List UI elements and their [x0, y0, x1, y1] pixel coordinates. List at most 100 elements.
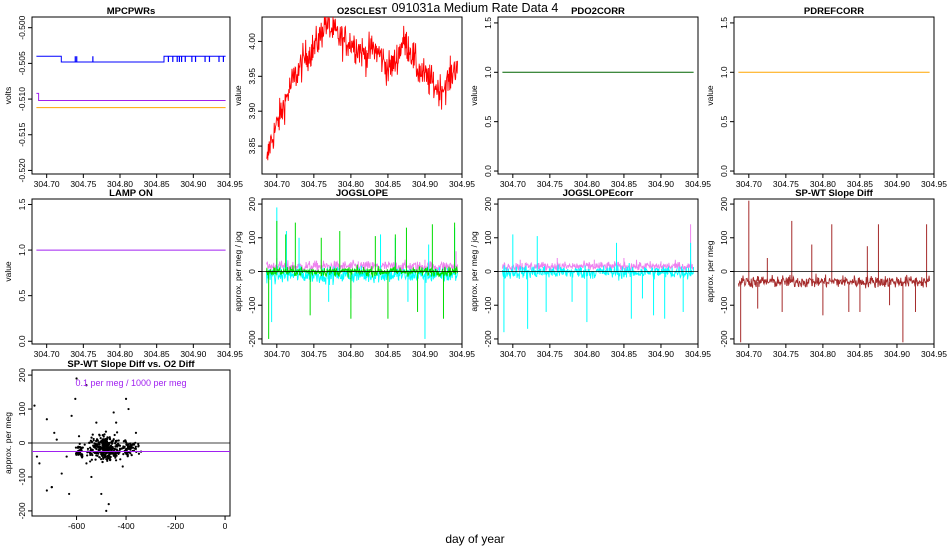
scatter-point: [107, 454, 110, 457]
y-tick-label: 1.5: [719, 17, 729, 29]
x-tick-label: 304.70: [736, 179, 762, 189]
x-tick-label: -400: [118, 521, 135, 531]
y-tick-label: 0.0: [719, 165, 729, 177]
y-tick-label: -0.505: [17, 51, 27, 75]
y-tick-label: 0: [483, 269, 493, 274]
series-line-3: [265, 264, 459, 278]
y-tick-label: 3.95: [247, 68, 257, 85]
scatter-point: [114, 445, 117, 448]
y-axis-label: volts: [3, 87, 13, 104]
panel-title: PDREFCORR: [804, 6, 864, 17]
y-tick-label: -200: [17, 502, 27, 519]
scatter-point: [98, 445, 101, 448]
y-tick-label: 200: [17, 368, 27, 382]
x-tick-label: 304.75: [537, 349, 563, 359]
scatter-point: [99, 437, 102, 440]
panel-title: JOGSLOPE: [336, 188, 388, 199]
scatter-point: [77, 445, 80, 448]
y-tick-label: 1.0: [719, 66, 729, 78]
scatter-point: [124, 440, 127, 443]
scatter-point: [115, 454, 118, 457]
y-tick-label: 0.5: [17, 289, 27, 301]
scatter-point: [107, 503, 110, 506]
y-tick-label: 100: [247, 230, 257, 244]
x-tick-label: 304.75: [537, 179, 563, 189]
scatter-point: [96, 439, 99, 442]
plot-frame: [261, 16, 463, 175]
scatter-point: [74, 446, 78, 449]
scatter-point: [119, 458, 122, 461]
scatter-point: [85, 384, 88, 387]
scatter-point: [38, 462, 41, 465]
scatter-point: [126, 445, 129, 448]
chart-panel-8: SP-WT Slope Diff approx. per meg 304.70 304…: [705, 188, 947, 359]
scatter-point: [68, 492, 71, 496]
x-tick-label: 304.70: [34, 179, 60, 189]
scatter-point: [106, 449, 109, 452]
plot-frame: [31, 198, 231, 345]
scatter-point: [115, 451, 119, 454]
scatter-point: [79, 453, 82, 456]
scatter-point: [45, 418, 48, 421]
scatter-point: [101, 440, 104, 444]
scatter-point: [100, 446, 103, 449]
y-tick-label: -0.515: [17, 122, 27, 146]
y-axis-label: approx. per meg / jog: [469, 231, 479, 312]
scatter-point: [90, 475, 93, 479]
x-tick-label: 304.95: [217, 179, 243, 189]
x-tick-label: -200: [167, 521, 184, 531]
x-tick-label: 304.80: [574, 349, 600, 359]
x-tick-label: 304.80: [810, 349, 836, 359]
y-tick-label: 3.85: [247, 138, 257, 155]
x-tick-label: 304.85: [611, 349, 637, 359]
fit-annotation: 0.1 per meg / 1000 per meg: [75, 378, 186, 388]
footer-xlabel: day of year: [445, 532, 504, 546]
scatter-point: [124, 397, 128, 400]
scatter-point: [134, 431, 138, 434]
scatter-point: [108, 457, 111, 460]
scatter-point: [80, 456, 84, 459]
scatter-point: [104, 430, 108, 433]
y-tick-label: 1.5: [483, 17, 493, 29]
plot-frame: [497, 16, 699, 175]
y-tick-label: 0: [719, 269, 729, 274]
x-tick-label: 304.85: [847, 179, 873, 189]
plot-area: [498, 224, 698, 333]
scatter-point: [90, 452, 93, 455]
scatter-point: [126, 451, 129, 454]
y-tick-label: 0: [247, 269, 257, 274]
chart-panel-1: MPCPWRs volts 304.70 304.75 304.80 304.85 304.…: [3, 6, 243, 189]
y-tick-label: 100: [719, 230, 729, 244]
scatter-point: [75, 377, 78, 380]
x-tick-label: 304.85: [144, 349, 170, 359]
x-tick-label: 304.95: [921, 179, 947, 189]
scatter-point: [125, 443, 128, 446]
scatter-point: [35, 455, 39, 458]
x-tick-label: 304.85: [375, 179, 401, 189]
scatter-point: [113, 452, 116, 455]
scatter-point: [103, 447, 107, 450]
y-tick-label: 0.5: [719, 115, 729, 127]
scatter-point: [103, 433, 106, 436]
scatter-point: [86, 447, 90, 450]
scatter-point: [114, 456, 117, 459]
scatter-point: [100, 458, 103, 461]
scatter-point: [108, 437, 111, 440]
y-tick-label: -200: [719, 330, 729, 347]
scatter-point: [117, 444, 120, 447]
scatter-point: [127, 407, 130, 411]
scatter-point: [92, 437, 95, 441]
x-tick-label: 304.95: [685, 179, 711, 189]
scatter-point: [88, 451, 92, 455]
scatter-point: [131, 443, 135, 446]
x-tick-label: 304.75: [773, 349, 799, 359]
scatter-point: [95, 447, 98, 450]
plot-frame: [733, 16, 935, 175]
scatter-point: [107, 443, 110, 446]
y-axis-label: approx. per meg: [3, 412, 13, 474]
scatter-point: [77, 435, 81, 438]
figure-title: 091031a Medium Rate Data 4: [392, 1, 559, 15]
y-tick-label: 0.0: [483, 165, 493, 177]
x-tick-label: 304.80: [574, 179, 600, 189]
plot-area: [262, 207, 462, 339]
